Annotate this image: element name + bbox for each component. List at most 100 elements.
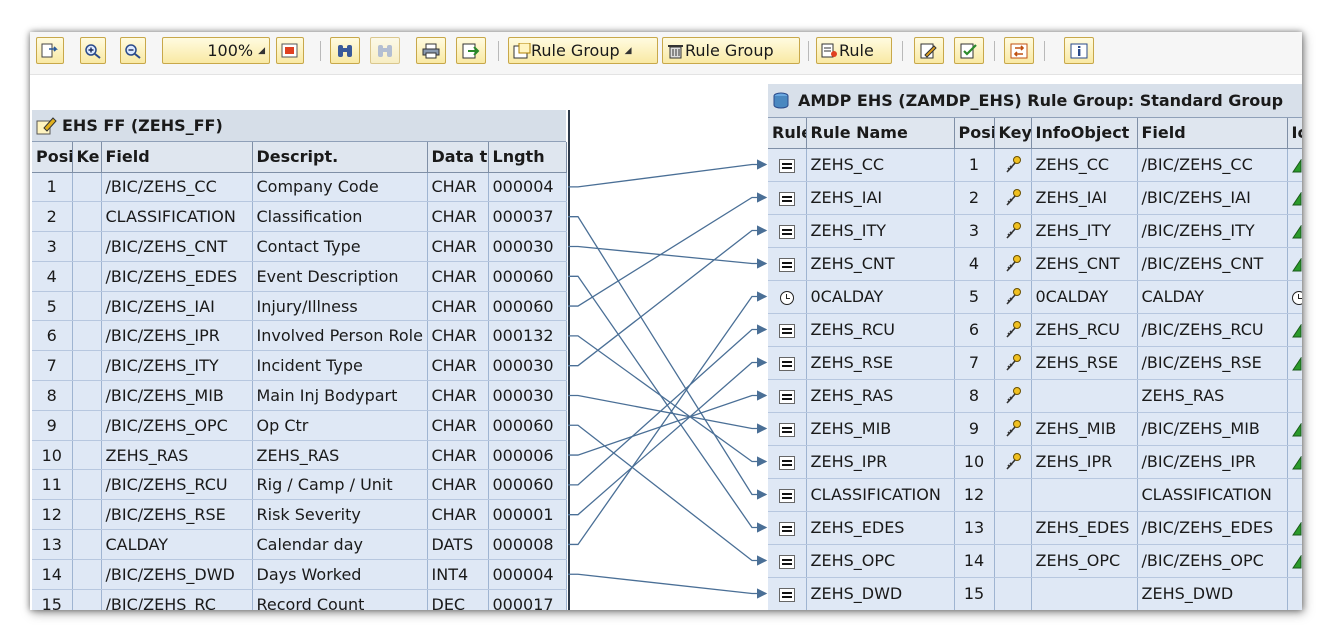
column-header[interactable]: Descript. <box>252 142 428 173</box>
table-row[interactable]: ZEHS_OPC 14 ZEHS_OPC/BIC/ZEHS_OPC <box>768 544 1302 578</box>
table-row[interactable]: ZEHS_MIB 9 ZEHS_MIB/BIC/ZEHS_MIB <box>768 412 1302 446</box>
table-row[interactable]: 1/BIC/ZEHS_CC Company Code CHAR 000004 <box>32 172 567 203</box>
equals-icon[interactable] <box>778 389 795 404</box>
mapping-line[interactable] <box>568 275 768 533</box>
table-row[interactable]: ZEHS_IAI 2 ZEHS_IAI/BIC/ZEHS_IAI <box>768 181 1302 215</box>
table-row[interactable]: ZEHS_CNT 4 ZEHS_CNT/BIC/ZEHS_CNT <box>768 247 1302 281</box>
mapping-line[interactable] <box>568 357 768 516</box>
rule-type-cell[interactable] <box>768 478 807 512</box>
mapping-line[interactable] <box>568 394 768 434</box>
mapping-line[interactable] <box>568 291 768 546</box>
rule-type-cell[interactable] <box>768 214 807 248</box>
table-row[interactable]: ZEHS_IPR 10 ZEHS_IPR/BIC/ZEHS_IPR <box>768 445 1302 479</box>
rule-type-cell[interactable] <box>768 148 807 182</box>
table-row[interactable]: 10 ZEHS_RAS ZEHS_RAS CHAR 000006 <box>32 440 567 471</box>
clock-icon[interactable] <box>779 290 794 305</box>
column-header[interactable]: Field <box>1137 118 1288 149</box>
equals-icon[interactable] <box>778 191 795 206</box>
check-button[interactable] <box>954 37 984 64</box>
rule-button[interactable]: Rule <box>816 37 892 64</box>
rule-type-cell[interactable] <box>768 511 807 545</box>
column-header[interactable]: Field <box>101 142 253 173</box>
mapping-line[interactable] <box>568 390 768 456</box>
table-row[interactable]: ZEHS_DWD 15 ZEHS_DWD <box>768 577 1302 610</box>
table-row[interactable]: ZEHS_CC 1 ZEHS_CC/BIC/ZEHS_CC <box>768 148 1302 182</box>
table-row[interactable]: ZEHS_ITY 3 ZEHS_ITY/BIC/ZEHS_ITY <box>768 214 1302 248</box>
rule-type-cell[interactable] <box>768 181 807 215</box>
equals-icon[interactable] <box>778 323 795 338</box>
rule-type-cell[interactable] <box>768 412 807 446</box>
table-row[interactable]: 6/BIC/ZEHS_IPR Involved Person Role CHAR 00… <box>32 320 567 352</box>
column-header[interactable]: InfoObject <box>1031 118 1138 149</box>
column-header[interactable]: Rule <box>768 118 807 149</box>
equals-icon[interactable] <box>778 587 795 602</box>
table-row[interactable]: 2 CLASSIFICATION Classification CHAR 000037 <box>32 201 567 233</box>
column-header[interactable]: Data t <box>427 142 489 173</box>
equals-icon[interactable] <box>778 455 795 470</box>
switch-button[interactable] <box>1004 37 1034 64</box>
rule-type-cell[interactable] <box>768 445 807 479</box>
table-row[interactable]: 13 CALDAY Calendar day DATS 000008 <box>32 529 567 560</box>
column-header[interactable]: Posi <box>954 118 995 149</box>
zoom-out-button[interactable] <box>120 37 146 64</box>
table-row[interactable]: 15/BIC/ZEHS_RC Record Count DEC 000017 <box>32 589 567 610</box>
rule-type-cell[interactable] <box>768 346 807 380</box>
mapping-line[interactable] <box>568 225 768 367</box>
mapping-line[interactable] <box>568 159 768 188</box>
zoom-in-button[interactable] <box>80 37 106 64</box>
create-rule-group-button[interactable]: Rule Group ◢ <box>508 37 658 64</box>
equals-icon[interactable] <box>778 224 795 239</box>
table-row[interactable]: 7/BIC/ZEHS_ITY Incident Type CHAR 000030 <box>32 350 567 382</box>
zoom-select[interactable]: 100% ◢ <box>162 37 270 64</box>
mapping-line[interactable] <box>568 573 768 599</box>
column-header[interactable]: Key <box>994 118 1032 149</box>
find-next-button[interactable] <box>370 37 400 64</box>
table-row[interactable]: 14/BIC/ZEHS_DWD Days Worked INT4 000004 <box>32 559 567 590</box>
table-row[interactable]: 5/BIC/ZEHS_IAI Injury/Illness CHAR 000060 <box>32 291 567 322</box>
equals-icon[interactable] <box>778 158 795 173</box>
rule-type-cell[interactable] <box>768 313 807 347</box>
mapping-line[interactable] <box>568 192 768 307</box>
rule-type-cell[interactable] <box>768 280 807 314</box>
mapping-line[interactable] <box>568 335 768 467</box>
print-button[interactable] <box>416 37 446 64</box>
table-row[interactable]: ZEHS_RCU 6 ZEHS_RCU/BIC/ZEHS_RCU <box>768 313 1302 347</box>
display-change-button[interactable] <box>36 37 64 64</box>
fit-window-button[interactable] <box>276 37 304 64</box>
table-row[interactable]: ZEHS_RSE 7 ZEHS_RSE/BIC/ZEHS_RSE <box>768 346 1302 380</box>
column-header[interactable]: Posi <box>32 142 73 173</box>
table-row[interactable]: 0CALDAY 5 0CALDAY CALDAY <box>768 280 1302 314</box>
rule-type-cell[interactable] <box>768 577 807 610</box>
mapping-line[interactable] <box>568 424 768 566</box>
column-header[interactable]: Lngth <box>488 142 567 173</box>
delete-rule-group-button[interactable]: Rule Group <box>662 37 800 64</box>
table-row[interactable]: ZEHS_EDES 13 ZEHS_EDES/BIC/ZEHS_EDES <box>768 511 1302 545</box>
equals-icon[interactable] <box>778 257 795 272</box>
rule-type-cell[interactable] <box>768 247 807 281</box>
table-row[interactable]: CLASSIFICATION 12 CLASSIFICATION <box>768 478 1302 512</box>
equals-icon[interactable] <box>778 488 795 503</box>
equals-icon[interactable] <box>778 422 795 437</box>
export-button[interactable] <box>456 37 486 64</box>
rule-type-cell[interactable] <box>768 544 807 578</box>
equals-icon[interactable] <box>778 554 795 569</box>
equals-icon[interactable] <box>778 356 795 371</box>
column-header[interactable]: Ic <box>1287 118 1302 149</box>
info-button[interactable] <box>1064 37 1094 64</box>
table-row[interactable]: 12/BIC/ZEHS_RSE Risk Severity CHAR 000001 <box>32 499 567 531</box>
table-row[interactable]: ZEHS_RAS 8 ZEHS_RAS <box>768 379 1302 413</box>
mapping-line[interactable] <box>568 216 768 500</box>
table-row[interactable]: 9/BIC/ZEHS_OPC Op Ctr CHAR 000060 <box>32 410 567 441</box>
find-button[interactable] <box>330 37 360 64</box>
mapping-line[interactable] <box>568 245 768 269</box>
column-header[interactable]: Rule Name <box>806 118 955 149</box>
table-row[interactable]: 3/BIC/ZEHS_CNT Contact Type CHAR 000030 <box>32 231 567 262</box>
table-row[interactable]: 11/BIC/ZEHS_RCU Rig / Camp / Unit CHAR 0000… <box>32 469 567 501</box>
equals-icon[interactable] <box>778 521 795 536</box>
rule-type-cell[interactable] <box>768 379 807 413</box>
table-row[interactable]: 8/BIC/ZEHS_MIB Main Inj Bodypart CHAR 00003… <box>32 380 567 411</box>
edit-button[interactable] <box>914 37 944 64</box>
mapping-line[interactable] <box>568 324 768 486</box>
table-row[interactable]: 4/BIC/ZEHS_EDES Event Description CHAR 0000… <box>32 261 567 292</box>
column-header[interactable]: Ke <box>72 142 102 173</box>
